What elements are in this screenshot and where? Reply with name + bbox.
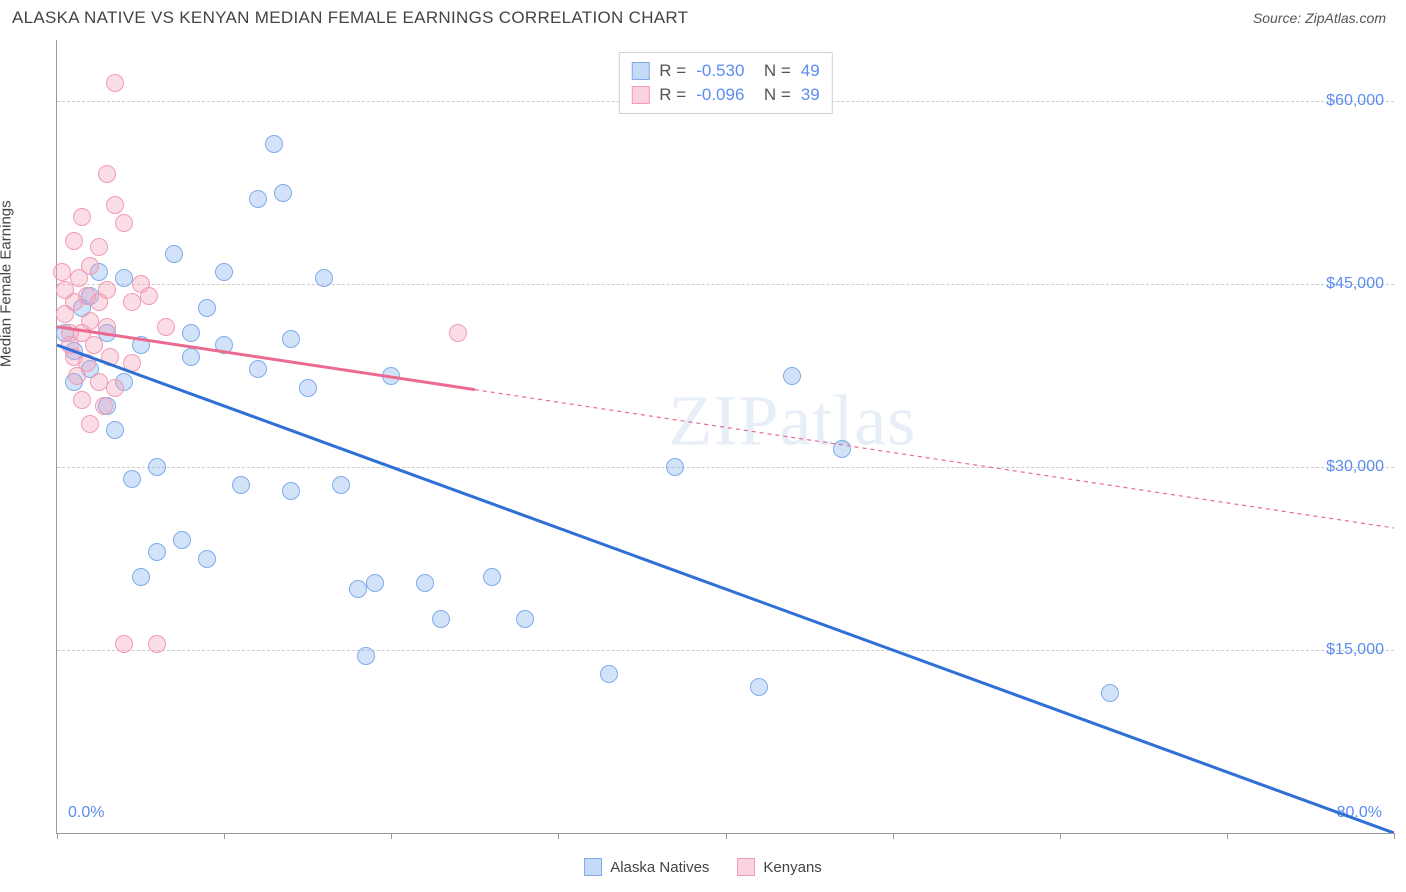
legend-item-alaska: Alaska Natives [584, 858, 709, 876]
correlation-row-kenyan: R =-0.096 N =39 [631, 83, 819, 107]
source-attribution: Source: ZipAtlas.com [1253, 10, 1386, 26]
x-tick [391, 833, 392, 839]
series-legend: Alaska Natives Kenyans [0, 858, 1406, 876]
trendline-kenyan [57, 327, 475, 390]
trendlines-layer [57, 40, 1394, 833]
swatch-kenyan-icon [737, 858, 755, 876]
trendline-dashed-kenyan [475, 390, 1394, 528]
swatch-alaska-icon [584, 858, 602, 876]
y-axis-label: Median Female Earnings [0, 200, 15, 367]
x-tick [1060, 833, 1061, 839]
x-tick [726, 833, 727, 839]
plot-area: R =-0.530 N =49 R =-0.096 N =39 ZIPatlas… [56, 40, 1394, 834]
correlation-row-alaska: R =-0.530 N =49 [631, 59, 819, 83]
trendline-alaska [57, 345, 1394, 833]
x-tick [893, 833, 894, 839]
chart-container: Median Female Earnings R =-0.530 N =49 R… [12, 40, 1394, 844]
x-tick [1394, 833, 1395, 839]
swatch-kenyan [631, 86, 649, 104]
x-tick [224, 833, 225, 839]
x-tick [558, 833, 559, 839]
x-tick [1227, 833, 1228, 839]
chart-title: ALASKA NATIVE VS KENYAN MEDIAN FEMALE EA… [12, 8, 688, 28]
legend-item-kenyan: Kenyans [737, 858, 821, 876]
correlation-legend: R =-0.530 N =49 R =-0.096 N =39 [618, 52, 832, 114]
x-tick [57, 833, 58, 839]
swatch-alaska [631, 62, 649, 80]
